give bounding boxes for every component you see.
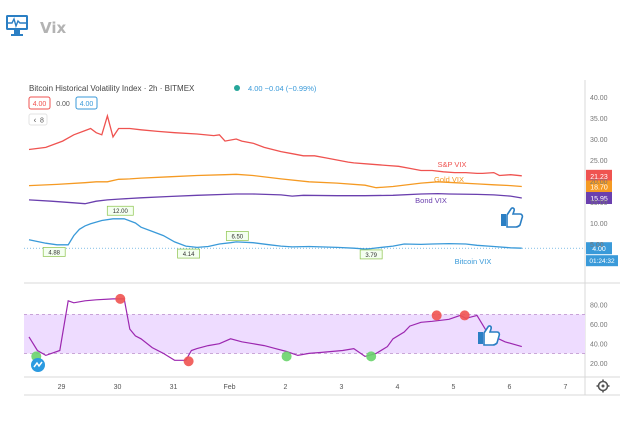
input-field-1-value: 4.00 [33,101,47,108]
thumbs-up-icon [501,207,524,228]
svg-text:18.70: 18.70 [590,184,608,191]
lower-y-tick-label: 40.00 [590,342,608,349]
y-tick-label: 10.00 [590,221,608,228]
svg-text:4.88: 4.88 [48,250,60,256]
x-tick-label: 4 [396,384,400,391]
rsi-band [24,314,585,354]
x-tick-label: 3 [340,384,344,391]
series-label-sandp-vix: S&P VIX [437,160,466,169]
svg-text:4.00: 4.00 [592,246,606,253]
value-annotation: 4.88 [42,247,66,257]
x-tick-label: Feb [223,384,235,391]
gear-icon[interactable] [596,379,610,393]
x-tick-label: 30 [114,384,122,391]
lower-y-tick-label: 20.00 [590,361,608,368]
input-field-2-value: 0.00 [56,101,70,108]
y-tick-label: 5.00 [590,242,604,249]
y-tick-label: 30.00 [590,137,608,144]
current-value-readout: 4.00 −0.04 (−0.99%) [248,84,317,93]
y-tick-label: 15.00 [590,200,608,207]
y-tick-label: 25.00 [590,158,608,165]
svg-text:3.79: 3.79 [365,253,377,259]
x-tick-label: 7 [564,384,568,391]
x-tick-label: 5 [452,384,456,391]
series-label-gold-vix: Gold VIX [434,175,464,184]
last-value-tag-bond-vix: 15.95 [586,192,612,205]
series-label-bond-vix: Bond VIX [415,196,447,205]
legend-collapse-toggle[interactable]: ‹ 8 [28,113,48,126]
value-annotation: 12.00 [106,205,134,216]
series-line-bitcoin-vix[interactable] [28,218,522,250]
last-value-tag-bitcoin-vix: 4.00 [586,242,612,255]
last-value-tag-sandp-vix: 21.23 [586,169,612,182]
app-header: Vix [0,0,640,56]
y-tick-label: 20.00 [590,179,608,186]
last-value-tag-gold-vix: 18.70 [586,180,612,193]
series-line-gold-vix[interactable] [28,173,522,189]
value-annotation: 6.50 [225,231,249,241]
value-annotation: 4.14 [177,248,200,259]
svg-text:12.00: 12.00 [113,209,129,215]
svg-text:01:24:32: 01:24:32 [589,258,615,265]
thumbs-up-icon [478,325,501,346]
series-label-bitcoin-vix: Bitcoin VIX [455,257,492,266]
input-field-2[interactable]: 0.00 [56,101,70,108]
collapse-chevron-icon: ‹ [34,116,37,125]
chart-title: Bitcoin Historical Volatility Index · 2h… [29,84,195,93]
oversold-marker [281,351,292,362]
oversold-marker [183,356,194,367]
lower-y-tick-label: 80.00 [590,303,608,310]
app-title: Vix [40,19,67,37]
series-line-rsi[interactable] [28,298,522,361]
oversold-marker [366,351,377,362]
countdown-tag: 01:24:32 [586,255,618,267]
input-field-3-value: 4.00 [80,101,94,108]
collapse-count: 8 [40,118,44,125]
overbought-marker [431,310,442,321]
x-tick-label: 6 [508,384,512,391]
y-tick-label: 40.00 [590,95,608,102]
input-field-1[interactable]: 4.00 [28,96,51,110]
series-line-bond-vix[interactable] [28,192,522,205]
lower-y-tick-label: 60.00 [590,322,608,329]
y-tick-label: 35.00 [590,116,608,123]
status-dot [234,85,240,91]
svg-text:15.95: 15.95 [590,196,608,203]
x-tick-label: 31 [170,384,178,391]
svg-text:6.50: 6.50 [231,234,243,240]
overbought-marker [115,293,126,304]
x-tick-label: 29 [58,384,66,391]
input-field-3[interactable]: 4.00 [75,96,98,110]
svg-text:21.23: 21.23 [590,174,608,181]
tradingview-logo-icon[interactable] [31,358,45,372]
value-annotation: 3.79 [359,249,383,260]
overbought-marker [459,310,470,321]
x-tick-label: 2 [284,384,288,391]
series-line-sandp-vix[interactable] [28,113,522,177]
heart-monitor-icon [6,15,28,36]
svg-text:4.14: 4.14 [183,252,195,258]
